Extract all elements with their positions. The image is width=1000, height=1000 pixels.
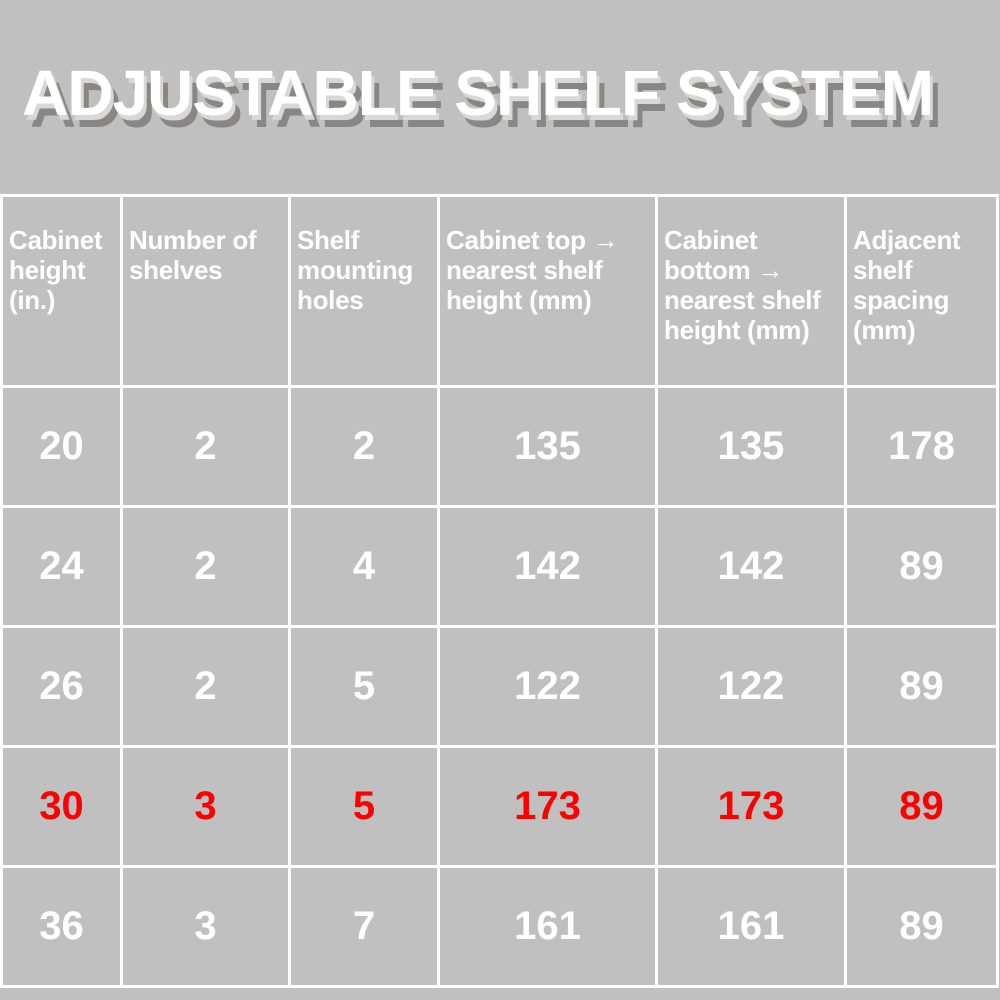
cell-number-of-shelves: 2 xyxy=(120,505,291,628)
header-top-shelf-height: Cabinet top → nearest shelf height (mm) xyxy=(437,194,658,388)
cell-bottom-shelf-height: 135 xyxy=(655,385,847,508)
cell-bottom-shelf-height: 161 xyxy=(655,865,847,988)
cell-number-of-shelves: 2 xyxy=(120,385,291,508)
cell-cabinet-height: 36 xyxy=(0,865,123,988)
cell-shelf-spacing: 89 xyxy=(844,745,999,868)
shelf-table: Cabinet height (in.) Number of shelves S… xyxy=(0,194,999,988)
cell-bottom-shelf-height: 122 xyxy=(655,625,847,748)
table-row: 24 2 4 142 142 89 xyxy=(0,505,999,628)
cell-cabinet-height: 20 xyxy=(0,385,123,508)
cell-cabinet-height: 30 xyxy=(0,745,123,868)
title-block: ADJUSTABLE SHELF SYSTEM ADJUSTABLE SHELF… xyxy=(0,55,1000,145)
cell-top-shelf-height: 122 xyxy=(437,625,658,748)
cell-bottom-shelf-height: 142 xyxy=(655,505,847,628)
table-row: 26 2 5 122 122 89 xyxy=(0,625,999,748)
header-bottom-shelf-height: Cabinet bottom → nearest shelf height (m… xyxy=(655,194,847,388)
cell-top-shelf-height: 135 xyxy=(437,385,658,508)
header-shelf-spacing: Adjacent shelf spacing (mm) xyxy=(844,194,999,388)
cell-top-shelf-height: 142 xyxy=(437,505,658,628)
cell-cabinet-height: 24 xyxy=(0,505,123,628)
table-row: 30 3 5 173 173 89 xyxy=(0,745,999,868)
page-title: ADJUSTABLE SHELF SYSTEM xyxy=(22,57,934,129)
cell-number-of-shelves: 3 xyxy=(120,745,291,868)
header-row: Cabinet height (in.) Number of shelves S… xyxy=(0,194,999,388)
cell-shelf-spacing: 89 xyxy=(844,865,999,988)
cell-shelf-spacing: 89 xyxy=(844,625,999,748)
table-row: 20 2 2 135 135 178 xyxy=(0,385,999,508)
title-shadow: ADJUSTABLE SHELF SYSTEM xyxy=(30,69,942,141)
cell-number-of-shelves: 3 xyxy=(120,865,291,988)
cell-mounting-holes: 2 xyxy=(288,385,440,508)
cell-number-of-shelves: 2 xyxy=(120,625,291,748)
header-number-of-shelves: Number of shelves xyxy=(120,194,291,388)
cell-top-shelf-height: 161 xyxy=(437,865,658,988)
title-highlight: ADJUSTABLE SHELF SYSTEM xyxy=(25,62,937,134)
cell-mounting-holes: 5 xyxy=(288,745,440,868)
cell-top-shelf-height: 173 xyxy=(437,745,658,868)
cell-shelf-spacing: 178 xyxy=(844,385,999,508)
cell-mounting-holes: 7 xyxy=(288,865,440,988)
cell-mounting-holes: 5 xyxy=(288,625,440,748)
cell-bottom-shelf-height: 173 xyxy=(655,745,847,868)
table-row: 36 3 7 161 161 89 xyxy=(0,865,999,988)
cell-shelf-spacing: 89 xyxy=(844,505,999,628)
header-mounting-holes: Shelf mounting holes xyxy=(288,194,440,388)
cell-mounting-holes: 4 xyxy=(288,505,440,628)
header-cabinet-height: Cabinet height (in.) xyxy=(0,194,123,388)
cell-cabinet-height: 26 xyxy=(0,625,123,748)
